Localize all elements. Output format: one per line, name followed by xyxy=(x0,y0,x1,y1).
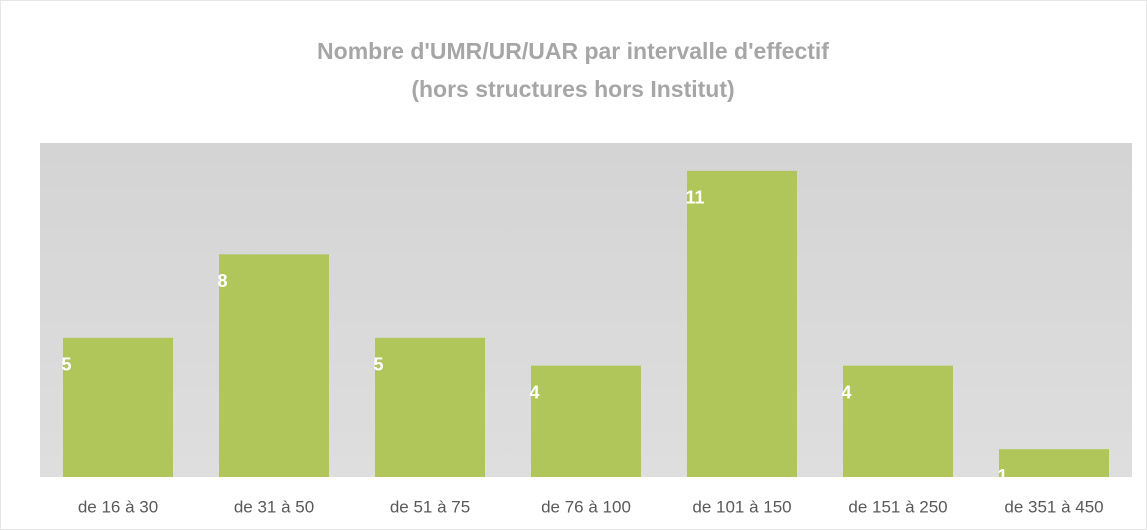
data-label: 4 xyxy=(530,382,540,402)
x-tick-label: de 31 à 50 xyxy=(234,497,314,516)
data-label: 5 xyxy=(374,355,384,375)
bar xyxy=(843,365,953,477)
x-tick-label: de 101 à 150 xyxy=(692,497,791,516)
data-label: 4 xyxy=(842,382,852,402)
data-label: 1 xyxy=(998,466,1008,486)
data-label: 5 xyxy=(62,355,72,375)
x-tick-label: de 16 à 30 xyxy=(78,497,158,516)
bar xyxy=(375,337,485,477)
chart-title: Nombre d'UMR/UR/UAR par intervalle d'eff… xyxy=(317,38,829,64)
x-tick-label: de 76 à 100 xyxy=(541,497,631,516)
data-label: 8 xyxy=(218,271,228,291)
bar xyxy=(219,254,329,477)
x-tick-label: de 351 à 450 xyxy=(1004,497,1103,516)
data-label: 11 xyxy=(686,188,705,208)
bar xyxy=(531,365,641,477)
bar xyxy=(687,170,797,478)
chart-title: (hors structures hors Institut) xyxy=(411,76,734,102)
x-tick-label: de 151 à 250 xyxy=(848,497,947,516)
x-tick-label: de 51 à 75 xyxy=(390,497,470,516)
bar xyxy=(63,337,173,477)
bar xyxy=(999,449,1109,477)
